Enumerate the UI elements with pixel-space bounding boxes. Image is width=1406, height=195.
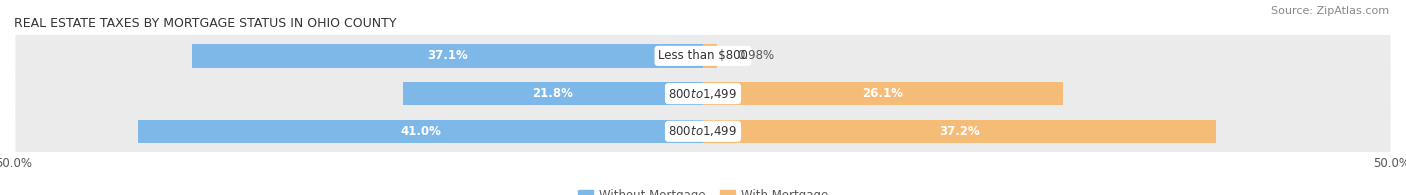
Text: $800 to $1,499: $800 to $1,499 [668, 124, 738, 138]
Text: Source: ZipAtlas.com: Source: ZipAtlas.com [1271, 6, 1389, 16]
Bar [703, 44, 717, 67]
Bar [138, 120, 703, 143]
Text: $800 to $1,499: $800 to $1,499 [668, 87, 738, 101]
Text: 37.2%: 37.2% [939, 125, 980, 138]
Bar [703, 82, 1063, 105]
Text: 41.0%: 41.0% [401, 125, 441, 138]
Bar [191, 44, 703, 67]
Text: 0.98%: 0.98% [737, 49, 775, 62]
Text: 37.1%: 37.1% [427, 49, 468, 62]
Bar [703, 120, 1216, 143]
Text: 21.8%: 21.8% [533, 87, 574, 100]
Text: Less than $800: Less than $800 [658, 49, 748, 62]
Text: 26.1%: 26.1% [862, 87, 903, 100]
Legend: Without Mortgage, With Mortgage: Without Mortgage, With Mortgage [574, 185, 832, 195]
FancyBboxPatch shape [15, 101, 1391, 162]
Text: REAL ESTATE TAXES BY MORTGAGE STATUS IN OHIO COUNTY: REAL ESTATE TAXES BY MORTGAGE STATUS IN … [14, 17, 396, 30]
FancyBboxPatch shape [15, 63, 1391, 124]
FancyBboxPatch shape [15, 25, 1391, 86]
Bar [402, 82, 703, 105]
